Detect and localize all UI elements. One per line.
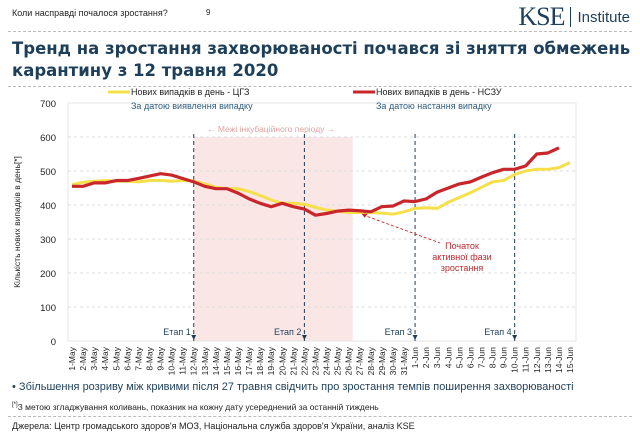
stage-arrow-icon (191, 335, 197, 340)
stage-arrow-icon (301, 335, 307, 340)
annotation-arrow-icon (361, 213, 368, 218)
y-tick-label: 0 (51, 337, 56, 348)
stage-label: Етап 3 (385, 327, 412, 337)
x-tick-label: 14-Jun (554, 347, 564, 373)
x-tick-label: 8-May (144, 346, 154, 370)
stage-arrow-icon (512, 335, 518, 340)
logo-separator (570, 7, 572, 27)
bullet-point: • Збільшення розриву між кривими після 2… (12, 381, 574, 393)
x-tick-label: 21-May (288, 346, 298, 375)
y-tick-label: 500 (40, 167, 56, 178)
x-tick-label: 25-May (333, 346, 343, 375)
x-tick-label: 26-May (344, 346, 354, 375)
annotation-line (362, 214, 441, 244)
annotation-text: зростання (441, 263, 484, 273)
footnote: [*]З метою згладжування коливань, показн… (12, 402, 379, 412)
stage-label: Етап 2 (274, 327, 301, 337)
legend-subtitle: За датою виявлення випадку (131, 101, 253, 111)
footnote-mark: [*] (12, 402, 18, 409)
x-tick-label: 12-May (189, 346, 199, 375)
x-tick-label: 3-May (89, 346, 99, 370)
x-tick-label: 18-May (255, 346, 265, 375)
kse-logo: KSE Institute (518, 2, 630, 32)
page-title: Тренд на зростання захворюваності почавс… (12, 39, 631, 80)
sources: Джерела: Центр громадського здоров'я МОЗ… (12, 421, 415, 431)
section-title: Коли насправді почалося зростання? (12, 8, 168, 18)
y-tick-label: 700 (40, 99, 56, 110)
x-tick-label: 13-May (200, 346, 210, 375)
y-axis-label: Кількість нових випадків в день[*] (12, 156, 22, 288)
x-tick-label: 27-May (355, 346, 365, 375)
x-tick-label: 11-May (178, 346, 188, 374)
plot-area (67, 102, 577, 342)
x-tick-label: 24-May (322, 346, 332, 375)
x-tick-label: 29-May (377, 346, 387, 375)
series-line-cgz (71, 161, 571, 216)
x-tick-label: 23-May (310, 346, 320, 375)
x-tick-label: 20-May (277, 346, 287, 375)
x-tick-label: 4-Jun (443, 347, 453, 369)
x-tick-label: 3-Jun (432, 347, 442, 369)
legend-label: Нових випадків в день - НСЗУ (376, 87, 502, 97)
footnote-text: З метою згладжування коливань, показник … (17, 402, 379, 412)
x-tick-label: 8-Jun (488, 347, 498, 369)
x-tick-label: 17-May (244, 346, 254, 375)
x-tick-label: 15-Jun (565, 347, 575, 373)
x-tick-label: 28-May (366, 346, 376, 375)
x-tick-label: 5-Jun (454, 347, 464, 369)
legend-subtitle: За датою настання випадку (376, 101, 492, 111)
logo-institute: Institute (577, 8, 630, 26)
x-tick-label: 13-Jun (543, 347, 553, 373)
bullet-text: Збільшення розриву між кривими після 27 … (18, 381, 574, 393)
stage-label: Етап 4 (484, 327, 511, 337)
x-tick-label: 7-Jun (476, 347, 486, 369)
y-tick-label: 400 (40, 201, 56, 212)
x-tick-label: 22-May (299, 346, 309, 375)
incubation-label: ← Межі інкубаційного періоду → (207, 124, 335, 134)
x-tick-label: 30-May (388, 346, 398, 375)
x-tick-label: 7-May (133, 346, 143, 370)
x-tick-label: 19-May (266, 346, 276, 375)
annotation-text: Початок (445, 241, 479, 251)
x-tick-label: 9-Jun (499, 347, 509, 369)
x-tick-label: 10-Jun (510, 347, 520, 373)
x-tick-label: 16-May (233, 346, 243, 375)
x-tick-label: 5-May (111, 346, 121, 370)
x-tick-label: 2-May (78, 346, 88, 370)
stage-arrow-icon (412, 335, 418, 340)
header-divider (8, 31, 632, 32)
annotation-text: активної фази (432, 252, 491, 262)
footer-divider (8, 416, 632, 417)
y-tick-label: 100 (40, 303, 56, 314)
page-number: 9 (206, 8, 211, 17)
x-tick-label: 12-Jun (532, 347, 542, 373)
y-tick-label: 200 (40, 269, 56, 280)
legend-label: Нових випадків в день - ЦГЗ (131, 87, 249, 97)
x-tick-label: 4-May (100, 346, 110, 370)
x-tick-label: 9-May (156, 346, 166, 370)
x-tick-label: 14-May (211, 346, 221, 375)
title-divider (8, 86, 632, 87)
y-tick-label: 600 (40, 133, 56, 144)
x-tick-label: 31-May (399, 346, 409, 375)
x-tick-label: 11-Jun (521, 347, 531, 373)
stage-label: Етап 1 (163, 327, 190, 337)
x-tick-label: 15-May (222, 346, 232, 375)
x-tick-label: 1-Jun (410, 347, 420, 369)
logo-kse: KSE (518, 2, 565, 31)
x-tick-label: 6-May (122, 346, 132, 370)
x-tick-label: 2-Jun (421, 347, 431, 369)
x-tick-label: 1-May (67, 346, 77, 370)
x-tick-label: 10-May (167, 346, 177, 375)
x-tick-label: 6-Jun (465, 347, 475, 369)
y-tick-label: 300 (40, 235, 56, 246)
